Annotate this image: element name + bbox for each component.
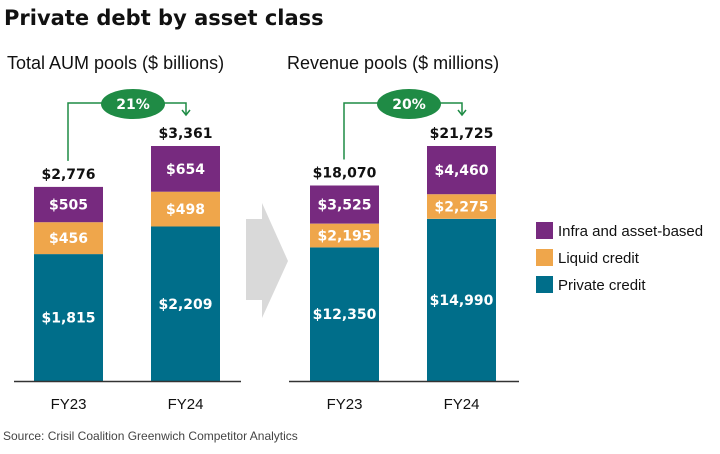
growth-label: 21% — [116, 97, 150, 113]
legend-label: Liquid credit — [558, 250, 640, 267]
chart-title: Private debt by asset class — [4, 6, 324, 30]
bar-segment-liquid-credit — [427, 194, 496, 219]
source-note: Source: Crisil Coalition Greenwich Compe… — [3, 429, 298, 443]
legend-swatch — [536, 276, 553, 293]
bar-segment-label: $505 — [49, 198, 88, 214]
growth-badge — [377, 89, 441, 119]
bar-segment-label: $2,275 — [434, 200, 488, 216]
bar-segment-private-credit — [34, 254, 103, 381]
legend-label: Infra and asset-based — [558, 223, 703, 240]
bar-segment-private-credit — [427, 218, 496, 381]
bar-segment-label: $498 — [166, 202, 205, 218]
legend-swatch — [536, 222, 553, 239]
arrow-down-icon — [181, 109, 191, 117]
bar-segment-infra-and-asset-based — [34, 186, 103, 223]
bar-total-label: $21,725 — [430, 126, 494, 142]
panel-revenue: Revenue pools ($ millions) $12,350 $2,195… — [287, 53, 519, 413]
panel-aum: Total AUM pools ($ billions) $1,815 $456 $… — [7, 53, 241, 413]
bar-segment-label: $14,990 — [430, 293, 494, 309]
bar-segment-private-credit — [151, 226, 220, 381]
x-tick-label: FY23 — [51, 396, 87, 413]
bar-segment-liquid-credit — [34, 222, 103, 255]
bar-segment-label: $456 — [49, 231, 88, 247]
bar-segment-label: $12,350 — [313, 307, 377, 323]
arrow-down-icon — [457, 109, 467, 117]
panel-title: Revenue pools ($ millions) — [287, 53, 499, 73]
legend-swatch — [536, 249, 553, 266]
growth-label: 20% — [392, 97, 426, 113]
bar-segment-label: $3,525 — [317, 198, 371, 214]
bar-segment-label: $654 — [166, 162, 205, 178]
x-tick-label: FY24 — [444, 396, 480, 413]
bar-segment-label: $2,195 — [317, 229, 371, 245]
legend: Infra and asset-based Liquid credit Privat… — [536, 222, 703, 294]
bar-segment-infra-and-asset-based — [310, 185, 379, 224]
bar-segment-infra-and-asset-based — [427, 146, 496, 195]
growth-badge — [101, 89, 165, 119]
bar-total-label: $2,776 — [41, 167, 95, 183]
bar-total-label: $18,070 — [313, 166, 377, 182]
x-tick-label: FY23 — [327, 396, 363, 413]
panel-title: Total AUM pools ($ billions) — [7, 53, 224, 73]
bar-segment-infra-and-asset-based — [151, 146, 220, 192]
x-tick-label: FY24 — [168, 396, 204, 413]
bar-segment-label: $2,209 — [158, 297, 212, 313]
bar-total-label: $3,361 — [158, 126, 212, 142]
legend-label: Private credit — [558, 277, 646, 294]
bar-segment-liquid-credit — [151, 191, 220, 227]
bar-segment-private-credit — [310, 247, 379, 381]
bar-segment-label: $1,815 — [41, 311, 95, 327]
bar-segment-label: $4,460 — [434, 163, 488, 179]
bar-segment-liquid-credit — [310, 223, 379, 248]
transition-arrow-icon — [246, 203, 288, 318]
